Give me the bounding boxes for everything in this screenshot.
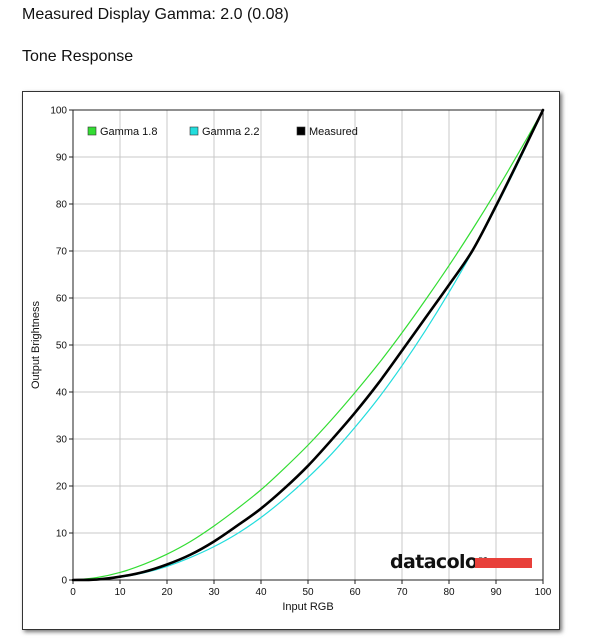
x-tick-label: 60 xyxy=(349,587,361,598)
x-tick-label: 20 xyxy=(161,587,173,598)
datacolor-logo: datacolor xyxy=(390,551,532,573)
legend-label: Gamma 1.8 xyxy=(100,126,157,138)
logo-bar xyxy=(475,558,532,568)
x-tick-label: 80 xyxy=(443,587,455,598)
x-axis-title: Input RGB xyxy=(282,601,333,613)
legend-swatch xyxy=(189,126,199,136)
chart-section-title: Tone Response xyxy=(22,48,134,65)
x-tick-label: 90 xyxy=(490,587,502,598)
series-line-measured xyxy=(71,108,545,582)
series-lines xyxy=(71,108,545,582)
tone-response-plot: 0 10 20 30 40 50 60 70 80 90 100 0 10 20 30 40 50 60 70 80 9… xyxy=(30,106,552,614)
legend-label: Gamma 2.2 xyxy=(202,126,259,138)
y-tick-label: 40 xyxy=(56,388,68,399)
y-tick-label: 50 xyxy=(56,341,68,352)
y-tick-label: 0 xyxy=(61,576,67,587)
y-tick-label: 60 xyxy=(56,294,68,305)
y-tick-label: 90 xyxy=(56,153,68,164)
y-tick-label: 30 xyxy=(56,435,68,446)
series-line-gamma-1-8 xyxy=(72,109,544,581)
y-tick-label: 80 xyxy=(56,200,68,211)
y-tick-label: 20 xyxy=(56,482,68,493)
x-tick-label: 50 xyxy=(302,587,314,598)
axis-ticks: 0 10 20 30 40 50 60 70 80 90 100 0 10 20 30 40 50 60 70 80 9… xyxy=(50,106,551,599)
x-tick-label: 70 xyxy=(396,587,408,598)
legend-swatch xyxy=(296,126,306,136)
x-tick-label: 40 xyxy=(255,587,267,598)
y-axis-title: Output Brightness xyxy=(30,300,42,389)
y-tick-label: 70 xyxy=(56,247,68,258)
y-tick-label: 10 xyxy=(56,529,68,540)
x-tick-label: 10 xyxy=(114,587,126,598)
x-tick-label: 100 xyxy=(535,587,552,598)
x-tick-label: 0 xyxy=(70,587,76,598)
legend-label: Measured xyxy=(309,126,358,138)
legend-swatch xyxy=(87,126,97,136)
x-tick-label: 30 xyxy=(208,587,220,598)
page-title: Measured Display Gamma: 2.0 (0.08) xyxy=(22,6,289,23)
grid xyxy=(73,110,543,580)
y-tick-label: 100 xyxy=(50,106,67,117)
logo-wordmark: datacolor xyxy=(390,551,487,573)
tone-response-chart: 0 10 20 30 40 50 60 70 80 90 100 0 10 20 30 40 50 60 70 80 9… xyxy=(22,91,560,630)
legend: Gamma 1.8 Gamma 2.2 Measured xyxy=(87,126,358,138)
